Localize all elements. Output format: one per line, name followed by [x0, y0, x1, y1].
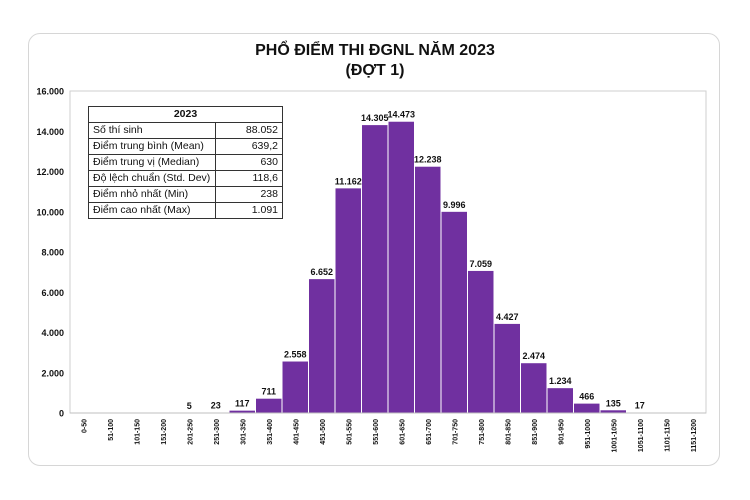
x-tick-label: 101-150: [134, 419, 141, 445]
bar: [547, 388, 573, 413]
data-label: 4.427: [496, 312, 519, 322]
x-tick-label: 1101-1150: [664, 419, 671, 452]
x-tick-label: 901-950: [558, 419, 565, 445]
x-tick-label: 1001-1050: [611, 419, 618, 453]
chart-title: PHỔ ĐIỂM THI ĐGNL NĂM 2023: [255, 42, 495, 59]
y-tick-label: 4.000: [41, 328, 64, 338]
y-tick-label: 12.000: [36, 167, 64, 177]
bar: [362, 125, 388, 413]
x-tick-label: 851-900: [532, 419, 539, 445]
x-tick-label: 251-300: [214, 419, 221, 445]
data-label: 9.996: [443, 200, 466, 210]
stats-row: Độ lệch chuẩn (Std. Dev) 118,6: [88, 170, 283, 187]
data-label: 7.059: [469, 259, 492, 269]
x-tick-label: 201-250: [187, 419, 194, 445]
stats-label: Điểm nhỏ nhất (Min): [88, 186, 216, 203]
stats-row: Điểm cao nhất (Max) 1.091: [88, 202, 283, 219]
y-tick-label: 6.000: [41, 288, 64, 298]
x-tick-label: 0-50: [81, 419, 88, 433]
data-label: 6.652: [310, 267, 333, 277]
statistics-table: 2023 Số thí sinh 88.052 Điểm trung bình (…: [88, 106, 283, 219]
stats-label: Số thí sinh: [88, 122, 216, 139]
bar: [256, 398, 282, 413]
x-tick-label: 751-800: [479, 419, 486, 445]
stats-value: 238: [215, 186, 283, 203]
x-tick-label: 551-600: [373, 419, 380, 445]
y-tick-label: 8.000: [41, 248, 64, 258]
stats-row: Điểm trung vị (Median) 630: [88, 154, 283, 171]
bar: [441, 211, 467, 413]
data-label: 12.238: [414, 155, 442, 165]
data-label: 5: [187, 401, 192, 411]
y-tick-label: 0: [59, 409, 64, 419]
y-tick-label: 2.000: [41, 368, 64, 378]
bar: [415, 166, 441, 413]
bar: [282, 361, 308, 413]
data-label: 466: [579, 392, 594, 402]
bar: [388, 121, 414, 414]
data-label: 711: [261, 387, 276, 397]
data-label: 117: [235, 399, 250, 409]
y-tick-label: 16.000: [36, 87, 64, 97]
x-tick-label: 351-400: [267, 419, 274, 445]
stats-value: 118,6: [215, 170, 283, 187]
x-tick-label: 501-550: [346, 419, 353, 445]
chart-subtitle: (ĐỢT 1): [345, 62, 405, 79]
data-label: 2.474: [522, 351, 545, 361]
stats-row: Điểm nhỏ nhất (Min) 238: [88, 186, 283, 203]
bar: [229, 410, 255, 413]
stats-label: Điểm trung bình (Mean): [88, 138, 216, 155]
data-label: 14.473: [387, 110, 415, 120]
stats-value: 630: [215, 154, 283, 171]
data-label: 11.162: [335, 176, 362, 186]
data-label: 14.305: [361, 113, 389, 123]
stats-row: Số thí sinh 88.052: [88, 122, 283, 139]
stats-header: 2023: [88, 106, 283, 123]
bar: [335, 188, 361, 413]
x-tick-label: 1151-1200: [691, 419, 698, 452]
bar: [468, 270, 494, 413]
x-tick-label: 951-1000: [585, 419, 592, 449]
data-label: 17: [635, 401, 645, 411]
x-tick-label: 401-450: [293, 419, 300, 445]
stats-label: Độ lệch chuẩn (Std. Dev): [88, 170, 216, 187]
x-tick-label: 151-200: [161, 419, 168, 445]
x-tick-label: 51-100: [108, 419, 115, 441]
data-label: 2.558: [284, 350, 307, 360]
bar: [600, 410, 626, 413]
bar: [309, 279, 335, 413]
bar: [521, 363, 547, 413]
x-tick-label: 451-500: [320, 419, 327, 445]
bar: [574, 403, 600, 413]
x-tick-label: 601-650: [399, 419, 406, 445]
x-tick-label: 801-850: [505, 419, 512, 445]
y-tick-label: 14.000: [36, 127, 64, 137]
x-tick-label: 1051-1100: [638, 419, 645, 452]
y-tick-label: 10.000: [36, 207, 64, 217]
stats-row: Điểm trung bình (Mean) 639,2: [88, 138, 283, 155]
data-label: 1.234: [549, 376, 572, 386]
stats-value: 88.052: [215, 122, 283, 139]
stats-value: 639,2: [215, 138, 283, 155]
data-label: 23: [211, 401, 221, 411]
stats-value: 1.091: [215, 202, 283, 219]
x-tick-label: 701-750: [452, 419, 459, 445]
x-tick-label: 301-350: [240, 419, 247, 445]
bar: [494, 323, 520, 413]
stats-label: Điểm cao nhất (Max): [88, 202, 216, 219]
data-label: 135: [606, 398, 621, 408]
x-tick-label: 651-700: [426, 419, 433, 445]
stats-label: Điểm trung vị (Median): [88, 154, 216, 171]
